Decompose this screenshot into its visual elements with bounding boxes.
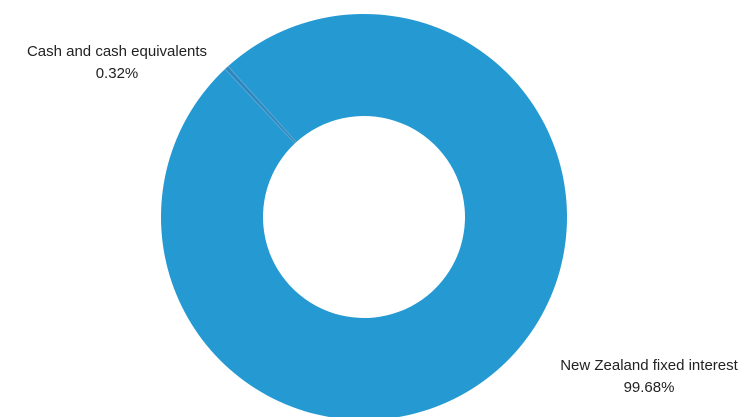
donut-slices — [161, 14, 567, 417]
slice-separator-0 — [224, 68, 296, 144]
slice-new-zealand-fixed-interest — [161, 14, 567, 417]
slice-separator-1 — [227, 65, 297, 143]
label-cash-name: Cash and cash equivalents — [27, 43, 207, 60]
slice-cash-and-cash-equivalents — [225, 66, 297, 144]
label-nz-fixed-interest-value: 99.68% — [624, 379, 675, 396]
label-cash-value: 0.32% — [96, 65, 139, 82]
label-nz-fixed-interest-name: New Zealand fixed interest — [560, 357, 738, 374]
